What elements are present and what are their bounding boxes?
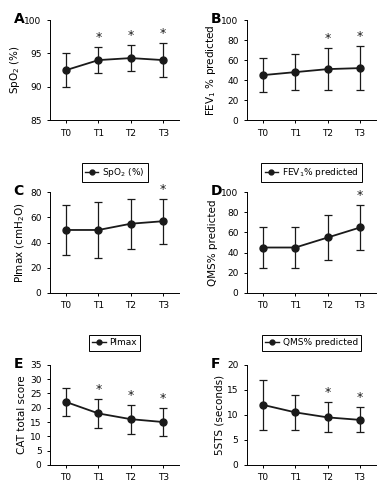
Legend: SpO$_2$ (%): SpO$_2$ (%): [82, 163, 148, 182]
Text: A: A: [14, 12, 25, 26]
Text: *: *: [128, 28, 134, 42]
Text: *: *: [357, 30, 363, 43]
Text: *: *: [128, 389, 134, 402]
Text: D: D: [210, 184, 222, 198]
Text: *: *: [324, 32, 331, 45]
Y-axis label: SpO$_2$ (%): SpO$_2$ (%): [8, 46, 22, 94]
Legend: QMS% predicted: QMS% predicted: [262, 335, 361, 350]
Text: *: *: [160, 28, 166, 40]
Text: *: *: [95, 30, 102, 44]
Text: *: *: [160, 392, 166, 404]
Text: *: *: [324, 386, 331, 400]
Text: *: *: [95, 383, 102, 396]
Y-axis label: FEV$_1$ % predicted: FEV$_1$ % predicted: [204, 24, 218, 116]
Y-axis label: CAT total score: CAT total score: [17, 376, 27, 454]
Y-axis label: QMS% predicted: QMS% predicted: [209, 199, 218, 286]
Legend: FEV$_1$% predicted: FEV$_1$% predicted: [262, 163, 362, 182]
Text: *: *: [357, 190, 363, 202]
Text: E: E: [14, 357, 23, 371]
Y-axis label: PImax (cmH$_2$O): PImax (cmH$_2$O): [14, 202, 27, 283]
Text: *: *: [160, 182, 166, 196]
Text: B: B: [210, 12, 221, 26]
Y-axis label: 5STS (seconds): 5STS (seconds): [214, 375, 224, 455]
Text: *: *: [357, 392, 363, 404]
Text: C: C: [14, 184, 24, 198]
Legend: PImax: PImax: [89, 335, 140, 350]
Text: F: F: [210, 357, 220, 371]
